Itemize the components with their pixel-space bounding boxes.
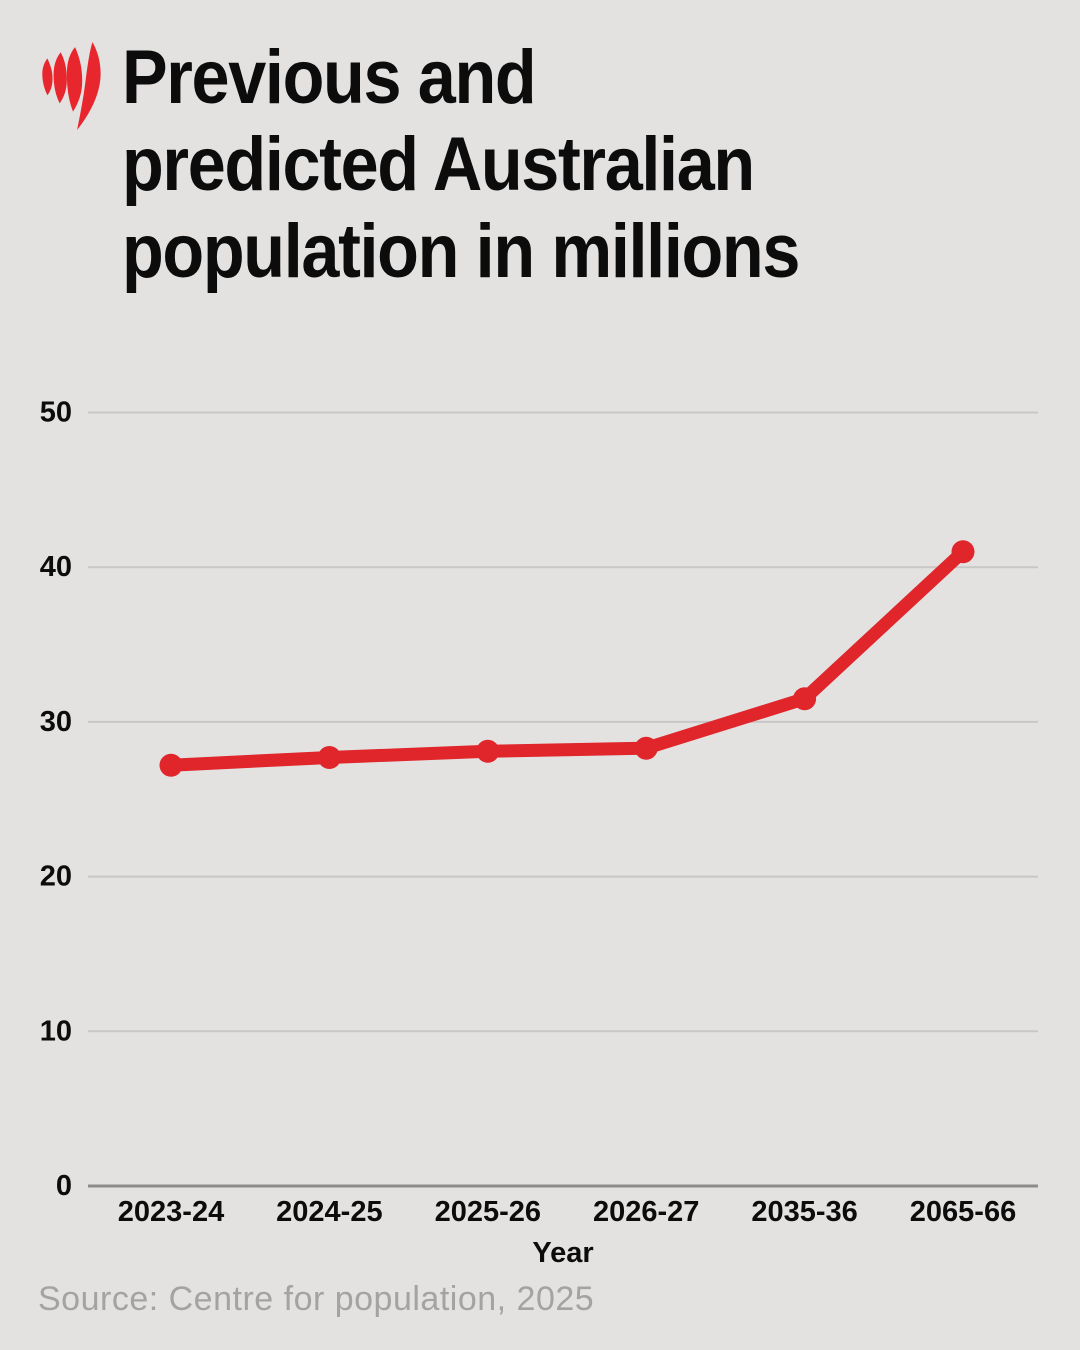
y-axis-tick-label: 40	[40, 551, 72, 583]
y-axis-tick-label: 30	[40, 706, 72, 738]
y-axis-tick-label: 0	[56, 1170, 72, 1202]
data-line	[164, 545, 970, 772]
y-axis-tick-label: 20	[40, 861, 72, 893]
x-axis-tick-label: 2026-27	[593, 1196, 699, 1228]
x-axis-tick-label: 2024-25	[276, 1196, 382, 1228]
page-title: Previous and predicted Australian popula…	[122, 34, 800, 295]
data-point-marker	[159, 753, 183, 777]
x-axis-tick-label: 2035-36	[751, 1196, 857, 1228]
page-title-line-2: predicted Australian	[122, 122, 755, 207]
data-point-marker	[317, 745, 341, 769]
sbs-logo-icon	[42, 42, 101, 130]
data-point-marker	[951, 540, 975, 564]
page-title-line-1: Previous and	[122, 35, 537, 120]
data-point-marker	[476, 739, 500, 763]
y-axis-tick-label: 50	[40, 397, 72, 429]
x-axis-tick-label: 2025-26	[435, 1196, 541, 1228]
data-point-marker	[793, 687, 817, 711]
x-axis-title: Year	[532, 1237, 593, 1269]
x-axis-tick-label: 2065-66	[910, 1196, 1016, 1228]
source-note: Source: Centre for population, 2025	[38, 1280, 595, 1318]
y-axis-tick-label: 10	[40, 1015, 72, 1047]
data-point-marker	[634, 736, 658, 760]
page-title-line-3: population in millions	[122, 209, 800, 294]
x-axis-tick-label: 2023-24	[118, 1196, 224, 1228]
